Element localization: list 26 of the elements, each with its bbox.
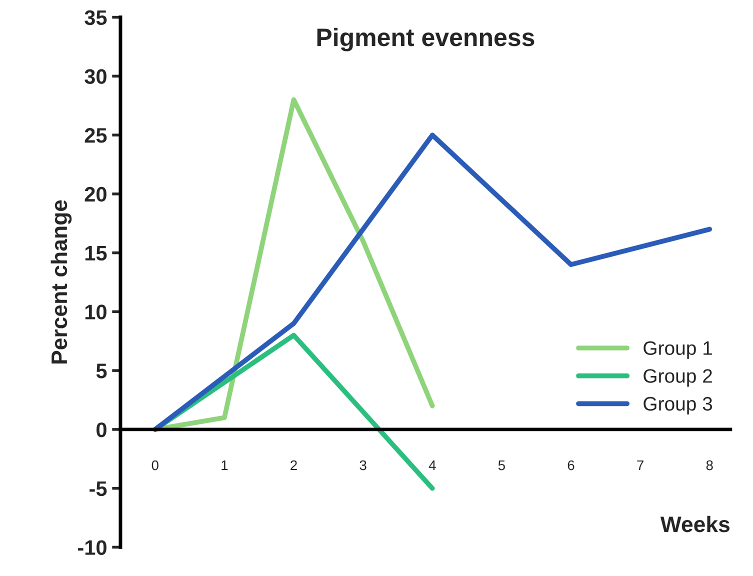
y-tick-label: 25 (84, 128, 107, 143)
y-tick-label: -10 (78, 540, 106, 555)
y-tick-label: 35 (84, 10, 107, 26)
x-tick-label: 8 (706, 460, 713, 470)
x-tick-label: 5 (498, 460, 505, 470)
y-tick-label: 15 (85, 246, 107, 261)
y-tick-label: 30 (84, 69, 106, 84)
y-tick-label: 5 (96, 364, 107, 378)
y-tick-label: 10 (85, 304, 106, 320)
y-tick-label: 20 (84, 186, 106, 202)
line-series (152, 132, 712, 432)
legend-label: Group 3 (644, 396, 712, 415)
legend-label: Group 2 (644, 369, 712, 387)
x-tick-label: 6 (568, 460, 574, 470)
x-tick-label: 7 (637, 460, 644, 470)
x-tick-label: 3 (360, 460, 366, 470)
x-tick-label: 2 (290, 460, 297, 470)
x-axis-title: Weeks (660, 516, 730, 532)
y-tick-label: -5 (90, 482, 107, 496)
legend-label: Group 1 (644, 341, 712, 359)
x-tick-label: 1 (222, 460, 228, 470)
x-tick-label: 4 (428, 460, 436, 470)
x-tick-label: 0 (152, 460, 158, 470)
y-tick-label: 0 (96, 422, 106, 438)
y-axis-title: Percent change (50, 200, 72, 364)
chart-title: Pigment evenness (317, 28, 534, 52)
